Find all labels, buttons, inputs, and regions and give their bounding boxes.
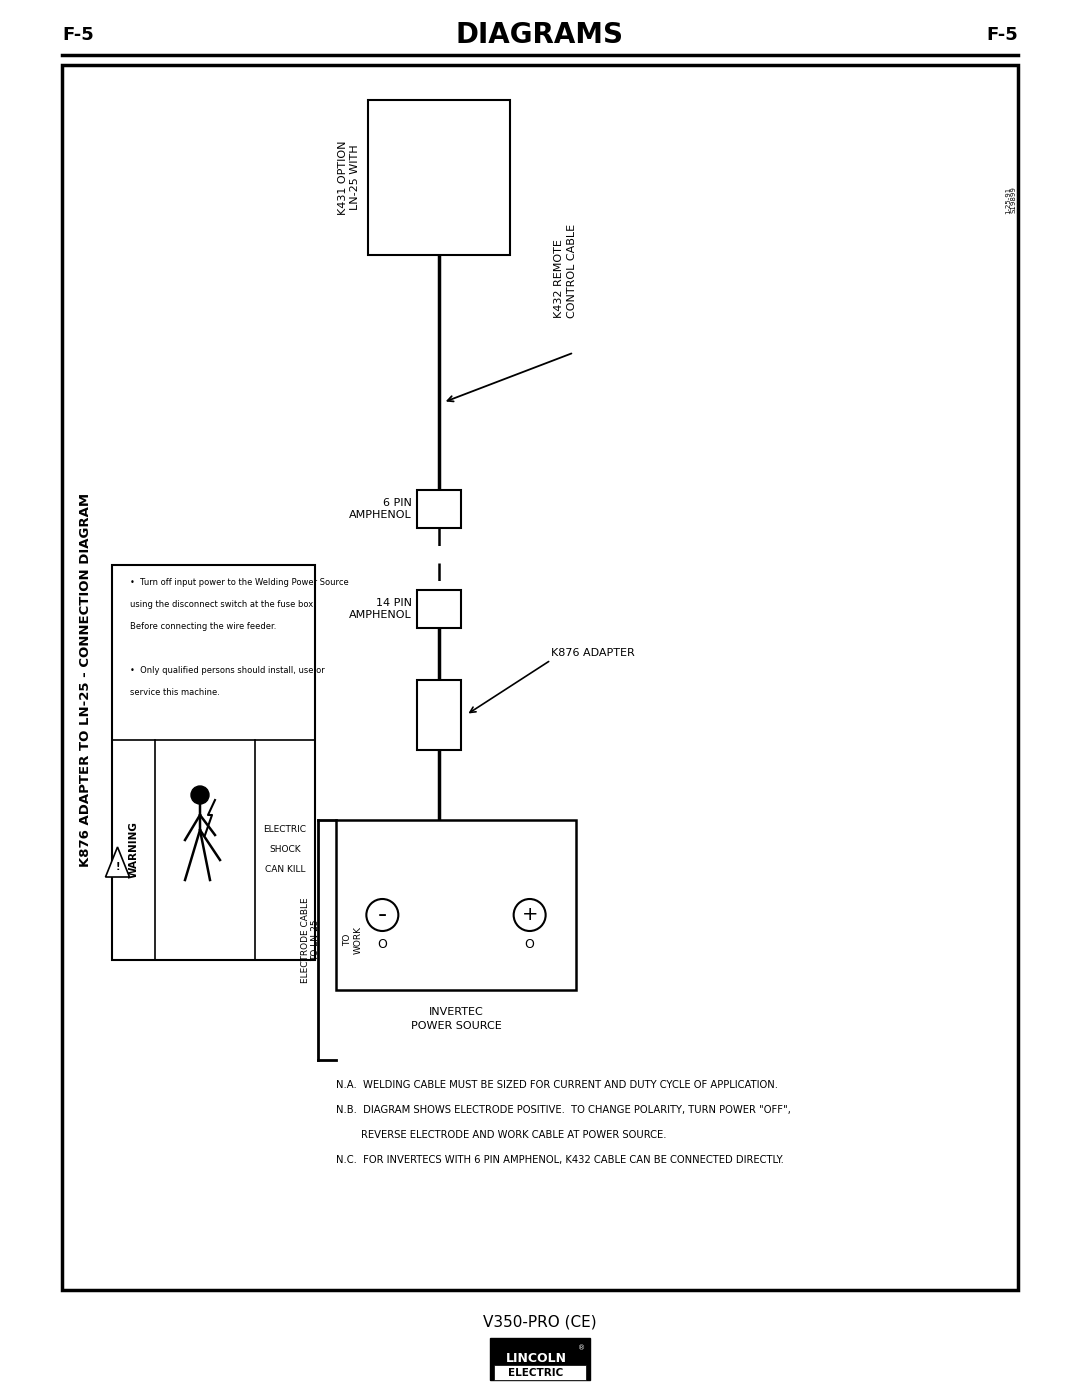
- Text: ®: ®: [579, 1345, 585, 1351]
- Text: O: O: [377, 939, 388, 951]
- Text: K876 ADAPTER: K876 ADAPTER: [551, 648, 635, 658]
- Bar: [112, 564, 315, 960]
- Bar: [62, 66, 1018, 1289]
- Text: TO LN-25: TO LN-25: [311, 919, 321, 961]
- Text: INVERTEC: INVERTEC: [429, 1007, 484, 1017]
- Text: LN-25 WITH: LN-25 WITH: [350, 145, 360, 211]
- Text: F-5: F-5: [62, 27, 94, 43]
- Text: POWER SOURCE: POWER SOURCE: [410, 1021, 501, 1031]
- Bar: [417, 590, 461, 629]
- Text: K431 OPTION: K431 OPTION: [338, 140, 348, 215]
- Text: AMPHENOL: AMPHENOL: [349, 609, 411, 620]
- Text: 6 PIN: 6 PIN: [383, 499, 411, 509]
- Text: V350-PRO (CE): V350-PRO (CE): [483, 1315, 597, 1330]
- Text: K876 ADAPTER TO LN-25 - CONNECTION DIAGRAM: K876 ADAPTER TO LN-25 - CONNECTION DIAGR…: [80, 493, 93, 868]
- Text: WARNING: WARNING: [129, 821, 138, 879]
- Text: ELECTRODE CABLE: ELECTRODE CABLE: [301, 897, 311, 983]
- Text: -: -: [378, 902, 387, 928]
- Bar: [417, 680, 461, 750]
- Text: •  Only qualified persons should install, use or: • Only qualified persons should install,…: [130, 666, 325, 675]
- Circle shape: [191, 787, 210, 805]
- Text: !: !: [116, 862, 120, 872]
- Text: S19899: S19899: [1011, 187, 1017, 214]
- Text: SHOCK: SHOCK: [269, 845, 301, 855]
- Text: CAN KILL: CAN KILL: [265, 866, 306, 875]
- Bar: [490, 1338, 590, 1380]
- Text: ELECTRIC: ELECTRIC: [509, 1369, 564, 1379]
- Text: N.B.  DIAGRAM SHOWS ELECTRODE POSITIVE.  TO CHANGE POLARITY, TURN POWER "OFF",: N.B. DIAGRAM SHOWS ELECTRODE POSITIVE. T…: [336, 1105, 791, 1115]
- Text: WORK: WORK: [353, 926, 363, 954]
- Text: N.A.  WELDING CABLE MUST BE SIZED FOR CURRENT AND DUTY CYCLE OF APPLICATION.: N.A. WELDING CABLE MUST BE SIZED FOR CUR…: [336, 1080, 778, 1090]
- Polygon shape: [106, 847, 130, 877]
- Text: LINCOLN: LINCOLN: [505, 1352, 567, 1365]
- Text: service this machine.: service this machine.: [130, 687, 220, 697]
- Text: 1-25-91: 1-25-91: [1005, 186, 1011, 214]
- Bar: [417, 490, 461, 528]
- Text: TO: TO: [343, 933, 352, 946]
- Text: F-5: F-5: [986, 27, 1018, 43]
- Text: CONTROL CABLE: CONTROL CABLE: [567, 224, 577, 317]
- Bar: [494, 1365, 586, 1380]
- Text: •  Turn off input power to the Welding Power Source: • Turn off input power to the Welding Po…: [130, 578, 349, 587]
- Text: Before connecting the wire feeder.: Before connecting the wire feeder.: [130, 622, 276, 631]
- Text: O: O: [525, 939, 535, 951]
- Text: N.C.  FOR INVERTECS WITH 6 PIN AMPHENOL, K432 CABLE CAN BE CONNECTED DIRECTLY.: N.C. FOR INVERTECS WITH 6 PIN AMPHENOL, …: [336, 1155, 784, 1165]
- Text: ELECTRIC: ELECTRIC: [264, 826, 307, 834]
- Text: K432 REMOTE: K432 REMOTE: [554, 239, 564, 317]
- Text: REVERSE ELECTRODE AND WORK CABLE AT POWER SOURCE.: REVERSE ELECTRODE AND WORK CABLE AT POWE…: [336, 1130, 666, 1140]
- Bar: [368, 101, 510, 256]
- Text: 14 PIN: 14 PIN: [376, 598, 411, 608]
- Bar: [336, 820, 576, 990]
- Text: +: +: [522, 905, 538, 925]
- Text: AMPHENOL: AMPHENOL: [349, 510, 411, 520]
- Text: DIAGRAMS: DIAGRAMS: [456, 21, 624, 49]
- Text: using the disconnect switch at the fuse box: using the disconnect switch at the fuse …: [130, 599, 313, 609]
